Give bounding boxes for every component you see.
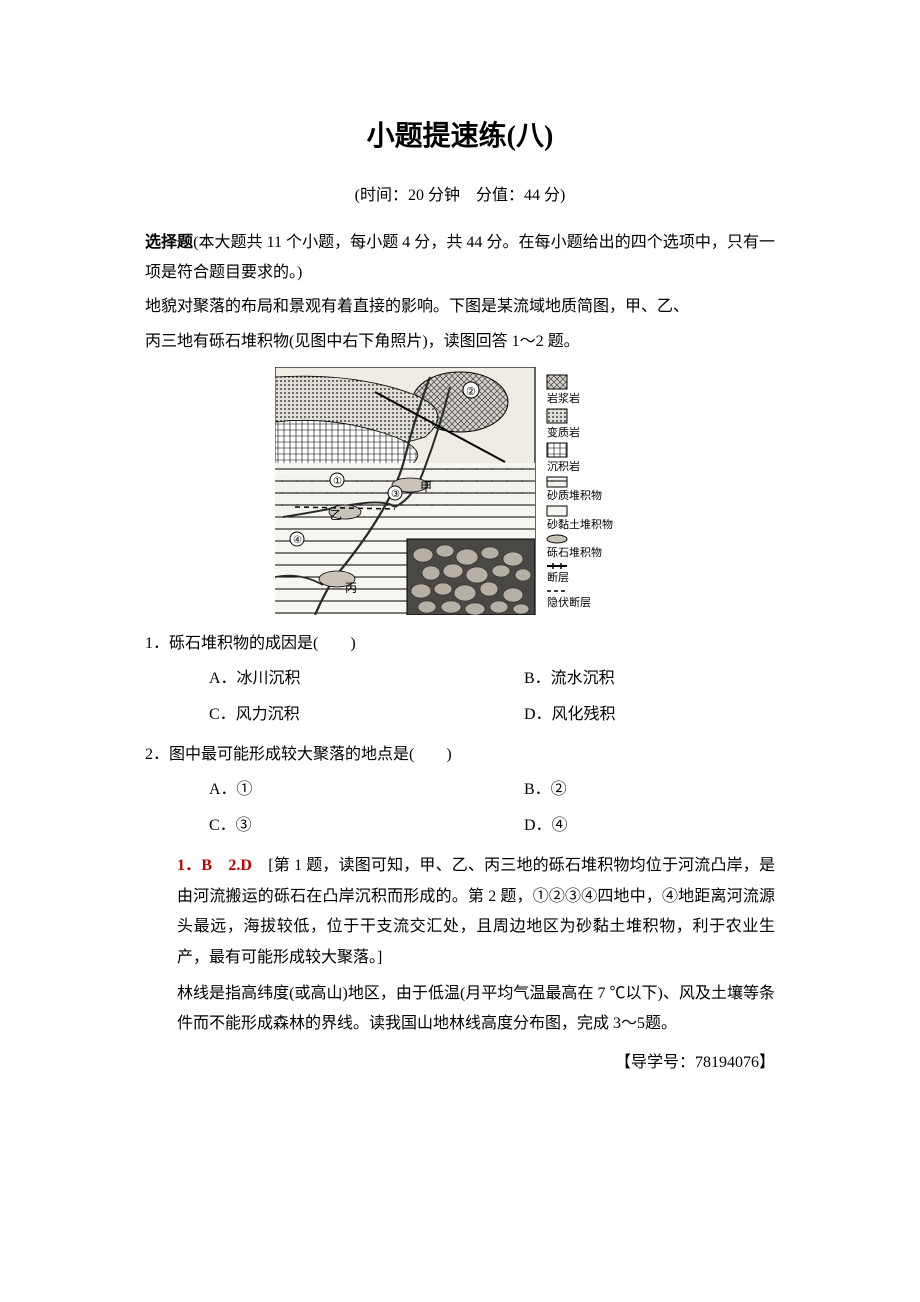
svg-text:隐伏断层: 隐伏断层 [547, 595, 591, 609]
q1-option-b: B．流水沉积 [460, 664, 775, 694]
q2-option-c: C．③ [145, 811, 460, 841]
answer-key: 1．B 2.D [177, 857, 252, 874]
label-c2: ② [466, 386, 476, 398]
q2-option-a: A．① [145, 775, 460, 805]
label-yi: 乙 [330, 508, 342, 522]
label-c3: ③ [391, 489, 400, 500]
label-c4: ④ [293, 535, 302, 546]
legend: 岩浆岩 变质岩 沉积岩 砂质堆积物 砂黏土堆积物 砾石堆积物 断层 隐伏断层 [547, 375, 613, 609]
svg-text:砂质堆积物: 砂质堆积物 [547, 488, 602, 502]
guide-number: 【导学号：78194076】 [145, 1048, 775, 1078]
q2-stem: 2．图中最可能形成较大聚落的地点是( ) [145, 740, 775, 770]
svg-text:砂黏土堆积物: 砂黏土堆积物 [547, 517, 613, 531]
svg-text:沉积岩: 沉积岩 [547, 459, 580, 473]
context-2: 林线是指高纬度(或高山)地区，由于低温(月平均气温最高在 7 ℃以下)、风及土壤… [145, 979, 775, 1040]
context-1-line-2: 丙三地有砾石堆积物(见图中右下角照片)，读图回答 1～2 题。 [145, 327, 775, 357]
q1-options: A．冰川沉积 B．流水沉积 C．风力沉积 D．风化残积 [145, 664, 775, 737]
label-c1: ① [333, 476, 342, 487]
answer-text: [第 1 题，读图可知，甲、乙、丙三地的砾石堆积物均位于河流凸岸，是由河流搬运的… [177, 857, 775, 965]
label-jia: 甲 [420, 480, 432, 494]
figure-container: 甲 乙 丙 ① ② ③ ④ [145, 367, 775, 615]
context-1-line-1: 地貌对聚落的布局和景观有着直接的影响。下图是某流域地质简图，甲、乙、 [145, 292, 775, 322]
instruction-text: (本大题共 11 个小题，每小题 4 分，共 44 分。在每小题给出的四个选项中… [145, 234, 775, 281]
q2-option-b: B．② [460, 775, 775, 805]
photo-inset [407, 539, 535, 615]
svg-text:岩浆岩: 岩浆岩 [547, 391, 580, 405]
svg-text:变质岩: 变质岩 [547, 425, 580, 439]
geology-map-figure: 甲 乙 丙 ① ② ③ ④ [275, 367, 645, 615]
q2-option-d: D．④ [460, 811, 775, 841]
page-title: 小题提速练(八) [145, 110, 775, 163]
label-bing: 丙 [345, 581, 357, 595]
svg-text:断层: 断层 [547, 570, 569, 584]
q1-stem: 1．砾石堆积物的成因是( ) [145, 629, 775, 659]
svg-text:砾石堆积物: 砾石堆积物 [547, 545, 602, 559]
instruction: 选择题(本大题共 11 个小题，每小题 4 分，共 44 分。在每小题给出的四个… [145, 228, 775, 289]
instruction-label: 选择题 [145, 234, 193, 251]
q1-option-c: C．风力沉积 [145, 700, 460, 730]
q2-options: A．① B．② C．③ D．④ [145, 775, 775, 848]
q1-option-a: A．冰川沉积 [145, 664, 460, 694]
q1-option-d: D．风化残积 [460, 700, 775, 730]
answer-block: 1．B 2.D [第 1 题，读图可知，甲、乙、丙三地的砾石堆积物均位于河流凸岸… [145, 851, 775, 973]
page-subtitle: (时间：20 分钟 分值：44 分) [145, 181, 775, 211]
